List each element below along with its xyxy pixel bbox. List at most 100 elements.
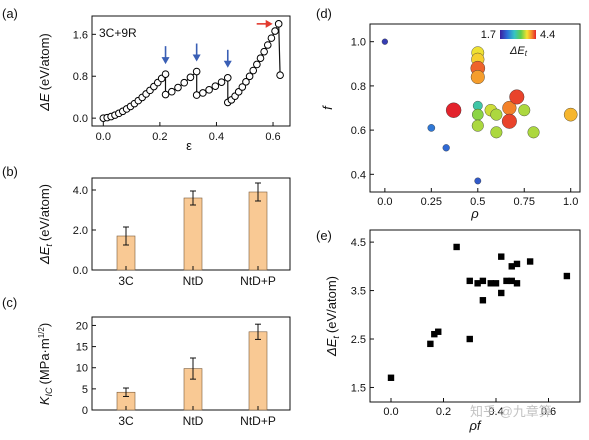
bar-1 bbox=[183, 197, 203, 271]
panel-a-marker bbox=[276, 71, 284, 79]
panel-d-label: (d) bbox=[316, 6, 332, 21]
panel-c-categories: 3C NtD NtD+P bbox=[118, 414, 276, 428]
y-tick-label: 5 bbox=[82, 384, 88, 396]
scatter-point bbox=[490, 108, 503, 121]
panel-e-points bbox=[387, 243, 571, 381]
panel-a-marker bbox=[253, 60, 261, 69]
panel-b-label: (b) bbox=[2, 164, 18, 179]
category-label-1: NtD bbox=[183, 414, 204, 428]
category-label-1: NtD bbox=[183, 274, 204, 288]
scatter-point bbox=[431, 330, 438, 338]
x-tick-label: 0.2 bbox=[152, 131, 167, 143]
panel-a-marker bbox=[174, 83, 182, 92]
panel-a: (a) 3C+9R 0.0 0.8 1.6 0.0 0.2 0.4 0.6 ε ΔE (eV… bbox=[2, 6, 291, 153]
x-tick-label: 0.4 bbox=[209, 131, 224, 143]
panel-c-y-ticks: 0 5 10 15 20 bbox=[76, 320, 96, 417]
scatter-point bbox=[513, 260, 521, 268]
scatter-point bbox=[513, 280, 521, 287]
category-label-2: NtD+P bbox=[240, 274, 276, 288]
scatter-point bbox=[479, 277, 487, 285]
y-tick-label: 0 bbox=[82, 405, 88, 417]
y-tick-label: 0.8 bbox=[351, 81, 366, 93]
x-tick-label: 0.75 bbox=[514, 196, 535, 208]
panel-b-y-label-sub: t bbox=[44, 244, 54, 247]
panel-c-y-label-symbol: K bbox=[37, 395, 52, 405]
x-tick-label: 1.0 bbox=[563, 196, 578, 208]
panel-b-bars bbox=[116, 182, 268, 271]
panel-e-label: (e) bbox=[316, 228, 332, 243]
y-tick-label: 1.6 bbox=[73, 29, 88, 41]
panel-a-marker bbox=[263, 41, 272, 49]
panel-a-x-label: ε bbox=[186, 138, 192, 153]
colorbar-gradient bbox=[500, 30, 536, 39]
panel-d: (d) 0.4 0.6 0.8 1.0 0.0 0.25 0.5 0.75 1.0 1.7 4… bbox=[316, 6, 581, 221]
scatter-point bbox=[518, 104, 531, 117]
panel-e-y-label-unit: (eV/atom) bbox=[324, 276, 339, 333]
scatter-point bbox=[498, 253, 505, 260]
x-tick-label: 0.5 bbox=[470, 196, 485, 208]
panel-d-y-label: f bbox=[320, 105, 335, 110]
panel-a-y-ticks: 0.0 0.8 1.6 bbox=[73, 29, 96, 125]
panel-a-marker bbox=[186, 73, 195, 82]
blue-arrow-head bbox=[161, 57, 170, 65]
panel-a-marker bbox=[205, 86, 213, 94]
y-tick-label: 2.0 bbox=[73, 225, 88, 237]
panel-a-marker bbox=[242, 78, 250, 86]
scatter-point bbox=[474, 177, 482, 185]
y-tick-label: 20 bbox=[76, 320, 88, 332]
x-tick-label: 0.0 bbox=[377, 196, 392, 208]
panel-b-y-label-symbol: ΔE bbox=[37, 246, 52, 265]
y-tick-label: 10 bbox=[76, 363, 88, 375]
y-tick-label: 1.5 bbox=[351, 382, 366, 394]
scatter-point bbox=[487, 280, 494, 287]
panel-b-categories: 3C NtD NtD+P bbox=[118, 274, 276, 288]
scatter-point bbox=[466, 277, 473, 285]
panel-e-y-label-symbol: ΔE bbox=[324, 338, 339, 357]
scatter-point bbox=[563, 107, 578, 122]
panel-c-y-label-sup: 1/2 bbox=[37, 327, 46, 339]
y-tick-label: 4.5 bbox=[351, 237, 366, 249]
panel-a-marker bbox=[245, 72, 254, 81]
watermark: 知乎 @九章算 bbox=[470, 404, 552, 419]
panel-a-x-ticks: 0.0 0.2 0.4 0.6 bbox=[96, 122, 281, 143]
panel-e-y-ticks: 1.5 2.5 3.5 4.5 bbox=[351, 237, 374, 394]
panel-a-frame bbox=[91, 15, 291, 127]
panel-a-marker bbox=[271, 27, 279, 35]
red-arrow-head bbox=[265, 19, 273, 28]
scatter-point bbox=[474, 280, 481, 287]
scatter-point bbox=[490, 126, 503, 139]
panel-c-y-label-unit: (MPa·m bbox=[37, 338, 52, 384]
scatter-point bbox=[466, 335, 473, 343]
panel-a-marker bbox=[161, 90, 170, 99]
x-tick-label: 0.0 bbox=[383, 406, 398, 418]
panel-c-label: (c) bbox=[2, 295, 17, 310]
panel-a-label: (a) bbox=[2, 6, 18, 21]
panel-e-x-ticks: 0.0 0.2 0.4 0.6 bbox=[383, 398, 556, 418]
panel-c: (c) 0 5 10 15 20 3C NtD NtD+P KIC (MPa·m1/2) bbox=[2, 295, 291, 428]
panel-e-frame bbox=[369, 229, 581, 403]
panel-b: (b) 0.0 2.0 4.0 3C NtD NtD+P ΔEt (eV/atom) bbox=[2, 164, 291, 288]
colorbar-max-label: 4.4 bbox=[540, 29, 555, 41]
y-tick-label: 1.0 bbox=[351, 37, 366, 49]
bar-2 bbox=[248, 331, 268, 411]
panel-a-marker bbox=[260, 47, 268, 56]
scatter-point bbox=[479, 297, 487, 304]
scatter-point bbox=[503, 277, 510, 285]
panel-d-x-ticks: 0.0 0.25 0.5 0.75 1.0 bbox=[377, 188, 578, 208]
panel-b-y-label-unit: (eV/atom) bbox=[37, 184, 52, 241]
panel-a-annotation: 3C+9R bbox=[99, 26, 137, 40]
panel-a-y-label-unit: (eV/atom) bbox=[37, 33, 52, 90]
x-tick-label: 0.0 bbox=[96, 131, 111, 143]
category-label-2: NtD+P bbox=[240, 414, 276, 428]
y-tick-label: 0.4 bbox=[351, 169, 366, 181]
panel-d-points bbox=[381, 38, 578, 185]
panel-a-y-label: ΔE (eV/atom) bbox=[37, 33, 52, 111]
scatter-point bbox=[501, 113, 517, 129]
colorbar-label-sub: t bbox=[525, 49, 528, 58]
panel-d-colorbar: 1.7 4.4 ΔEt bbox=[481, 29, 556, 58]
panel-d-y-ticks: 0.4 0.6 0.8 1.0 bbox=[351, 37, 374, 181]
panel-a-marker bbox=[256, 54, 265, 62]
blue-arrow-head bbox=[192, 54, 201, 62]
panel-a-y-label-symbol: ΔE bbox=[37, 93, 52, 112]
x-tick-label: 0.4 bbox=[488, 406, 503, 418]
